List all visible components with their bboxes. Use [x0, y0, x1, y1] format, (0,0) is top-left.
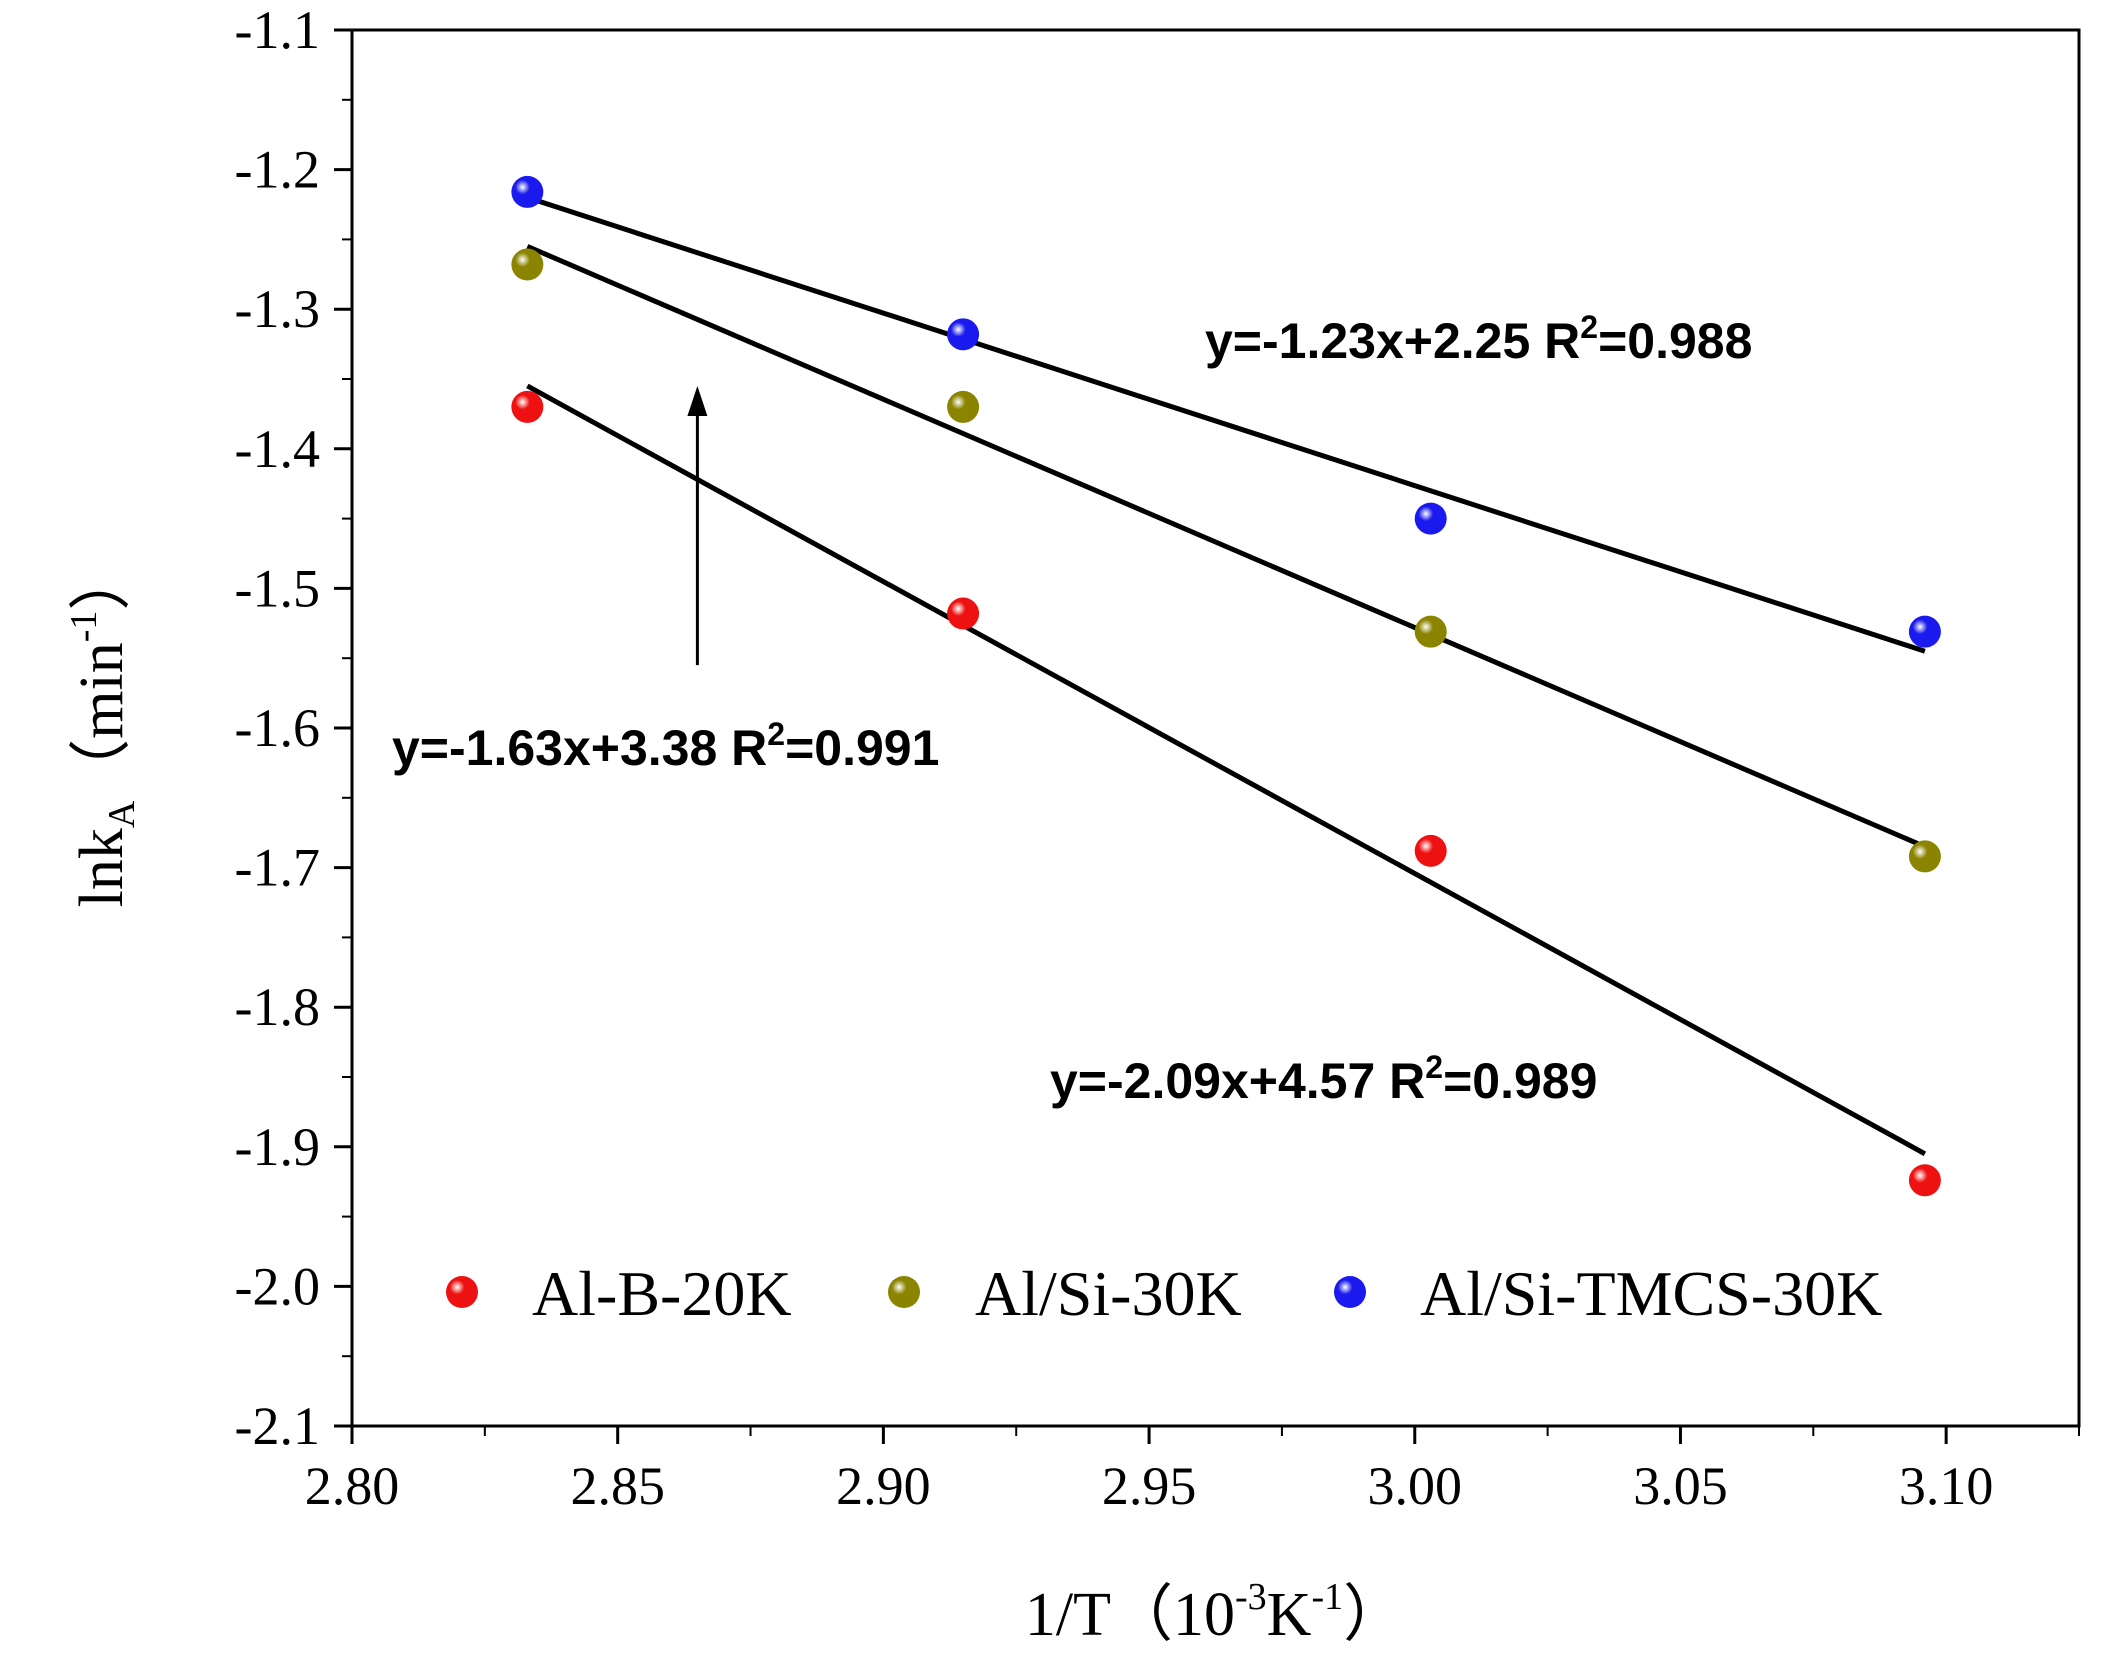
legend-marker-al-si-30k	[888, 1276, 920, 1308]
y-tick-label--1.8: -1.8	[235, 977, 320, 1037]
legend-label-al-si-30k: Al/Si-30K	[975, 1258, 1242, 1329]
x-axis-title: 1/T（10-3K-1）	[1025, 1576, 1405, 1649]
x-tick-label-3.00: 3.00	[1368, 1456, 1463, 1516]
point-series1-0	[511, 248, 544, 281]
point-series0-0	[511, 390, 544, 423]
point-series2-2	[1414, 502, 1447, 535]
x-tick-label-3.05: 3.05	[1633, 1456, 1728, 1516]
legend-label-al-si-tmcs-30k: Al/Si-TMCS-30K	[1420, 1258, 1882, 1329]
x-tick-label-2.85: 2.85	[570, 1456, 665, 1516]
y-tick-label--2.1: -2.1	[235, 1396, 320, 1456]
fit-lines	[526, 195, 1927, 1156]
y-tick-label--1.7: -1.7	[235, 838, 320, 898]
point-series0-2	[1414, 834, 1447, 867]
point-series1-3	[1908, 840, 1941, 873]
point-series0-1	[947, 597, 980, 630]
legend: Al-B-20K Al/Si-30K Al/Si-TMCS-30K	[446, 1258, 1882, 1329]
y-tick-label--1.6: -1.6	[235, 698, 320, 758]
x-tick-label-2.80: 2.80	[305, 1456, 400, 1516]
x-tick-label-2.90: 2.90	[836, 1456, 931, 1516]
point-series1-1	[947, 390, 980, 423]
x-tick-label-2.95: 2.95	[1102, 1456, 1197, 1516]
point-series0-3	[1908, 1164, 1941, 1197]
equation-al-si-tmcs: y=-1.23x+2.25 R2=0.988	[1205, 309, 1752, 369]
fit-line-2	[526, 195, 1926, 654]
x-axis-ticks: 2.80 2.85 2.90 2.95 3.00 3.05 3.10	[305, 1426, 2080, 1516]
fit-line-0	[526, 383, 1927, 1156]
y-tick-label--1.1: -1.1	[235, 0, 320, 60]
point-series2-1	[947, 318, 980, 351]
y-tick-label--2.0: -2.0	[235, 1256, 320, 1316]
arrow-annotation	[687, 385, 708, 666]
data-points	[511, 175, 1941, 1197]
y-axis-ticks: -1.1 -1.2 -1.3 -1.4 -1.5 -1.6 -1.7 -1.8 -1.9 -2.0…	[235, 0, 352, 1456]
point-series1-2	[1414, 615, 1447, 648]
equation-al-si: y=-1.63x+3.38 R2=0.991	[392, 716, 939, 776]
point-series2-0	[511, 175, 544, 208]
x-tick-label-3.10: 3.10	[1899, 1456, 1994, 1516]
legend-marker-al-si-tmcs-30k	[1334, 1276, 1366, 1308]
y-tick-label--1.3: -1.3	[235, 279, 320, 339]
equation-al-b: y=-2.09x+4.57 R2=0.989	[1050, 1049, 1597, 1109]
y-tick-label--1.9: -1.9	[235, 1117, 320, 1177]
legend-label-al-b-20k: Al-B-20K	[532, 1258, 792, 1329]
fit-line-1	[526, 244, 1926, 849]
arrow-head	[687, 385, 708, 416]
legend-marker-al-b-20k	[446, 1276, 478, 1308]
point-series2-3	[1908, 615, 1941, 648]
y-tick-label--1.2: -1.2	[235, 140, 320, 200]
y-axis-title: lnkA（min-1）	[63, 549, 143, 908]
y-tick-label--1.4: -1.4	[235, 419, 320, 479]
y-tick-label--1.5: -1.5	[235, 558, 320, 618]
